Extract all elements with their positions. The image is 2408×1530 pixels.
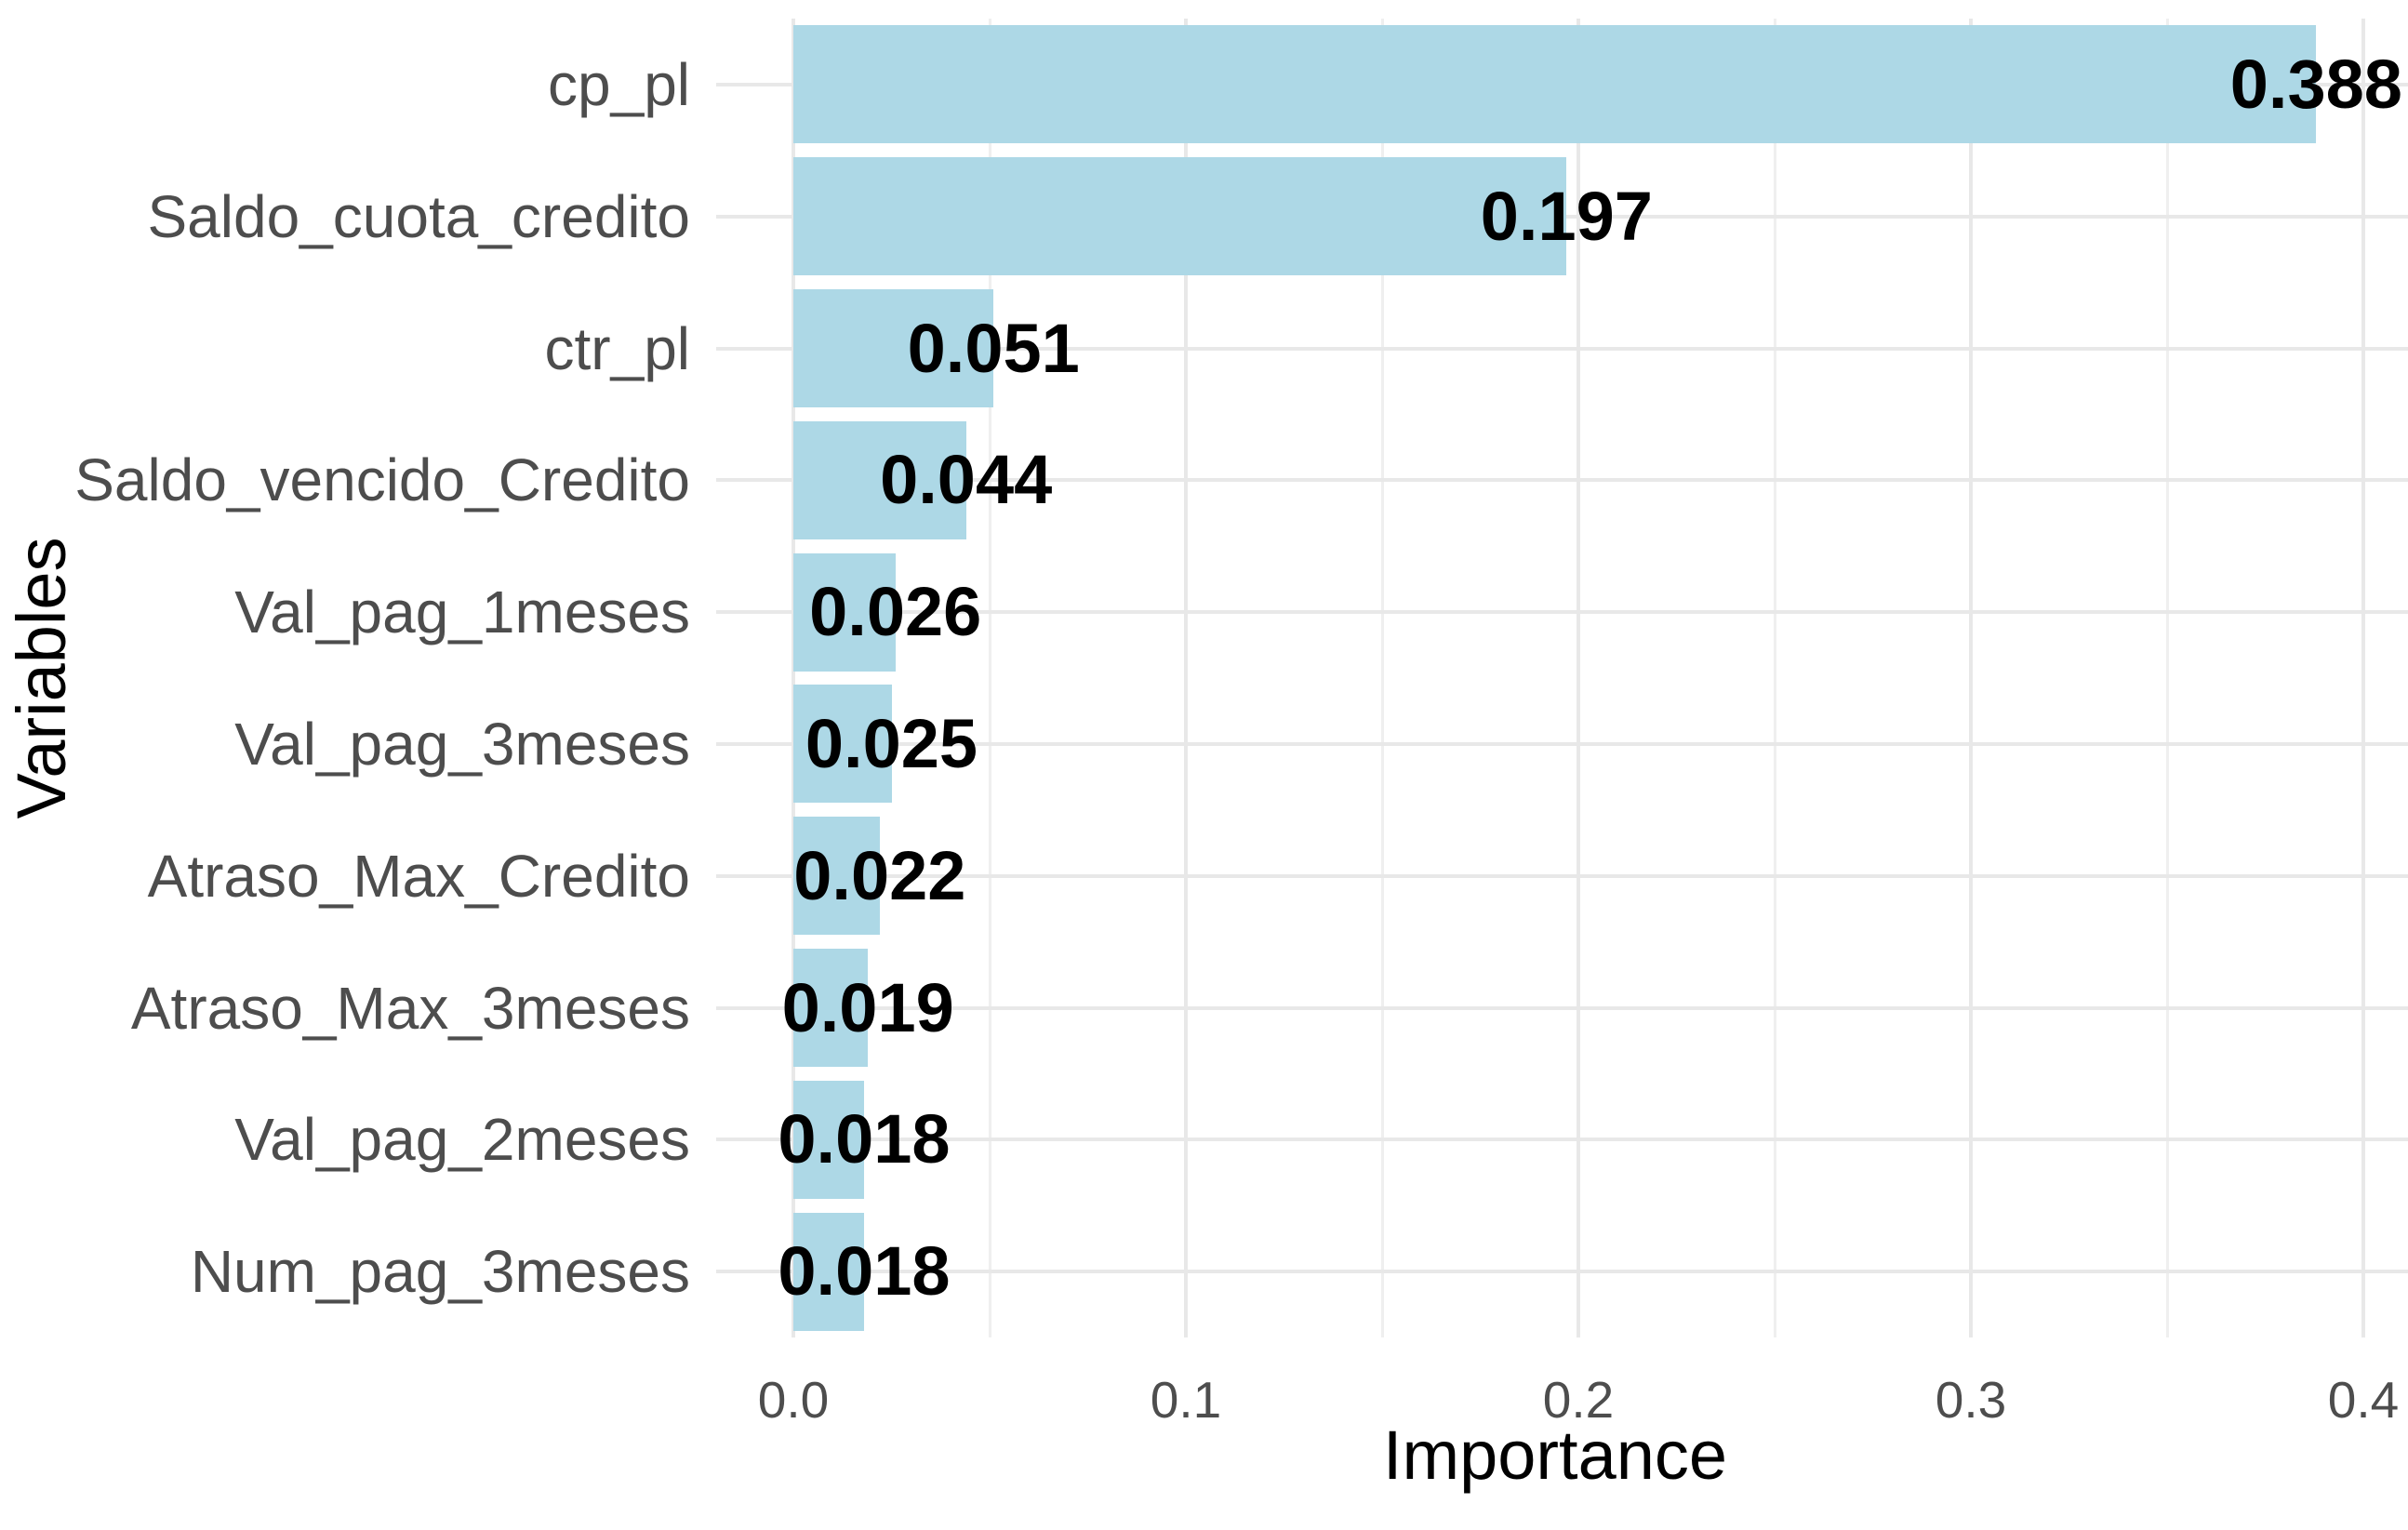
bar-value-label: 0.018 <box>778 1232 951 1310</box>
bar-value-label: 0.019 <box>781 968 954 1046</box>
bar <box>793 1212 864 1331</box>
gridline-x-minor <box>2165 19 2169 1337</box>
y-axis-label: cp_pl <box>548 50 690 118</box>
gridline-y-major <box>716 610 2408 615</box>
gridline-y-major <box>716 346 2408 351</box>
bar <box>793 817 880 936</box>
gridline-x-minor <box>1380 19 1384 1337</box>
y-axis-label: ctr_pl <box>544 314 691 382</box>
plot-panel: 0.388 0.197 0.051 0.044 0.026 0.025 0.022 0.019… <box>716 19 2408 1337</box>
bar <box>793 552 896 672</box>
y-axis-labels: cp_pl Saldo_cuota_credito ctr_pl Saldo_venc… <box>0 19 696 1337</box>
gridline-x-major <box>2361 19 2365 1337</box>
x-axis-tick-label: 0.3 <box>1935 1371 2007 1429</box>
y-axis-label: Saldo_cuota_credito <box>147 182 690 250</box>
gridline-y-major <box>716 478 2408 483</box>
gridline-x-major <box>1969 19 1973 1337</box>
gridline-x-major <box>1184 19 1188 1337</box>
y-axis-label: Val_pag_3meses <box>234 710 690 778</box>
bar-value-label: 0.022 <box>793 836 966 914</box>
y-axis-label: Atraso_Max_Credito <box>147 842 690 910</box>
gridline-x-major <box>792 19 795 1337</box>
bar-value-label: 0.025 <box>805 704 978 782</box>
gridline-y-major <box>716 741 2408 746</box>
gridline-y-major <box>716 1005 2408 1010</box>
x-axis-tick-label: 0.1 <box>1150 1371 1222 1429</box>
x-axis-tick-label: 0.0 <box>757 1371 830 1429</box>
gridline-y-major <box>716 873 2408 878</box>
bar <box>793 157 1567 276</box>
gridline-x-minor <box>1773 19 1776 1337</box>
x-axis-tick-label: 0.2 <box>1542 1371 1615 1429</box>
bar-value-label: 0.051 <box>907 309 1080 387</box>
bar <box>793 685 892 804</box>
gridline-x-major <box>1577 19 1580 1337</box>
gridline-y-major <box>716 1270 2408 1274</box>
bar-value-label: 0.197 <box>1480 177 1653 255</box>
y-axis-label: Val_pag_2meses <box>234 1106 690 1174</box>
bars-layer: 0.388 0.197 0.051 0.044 0.026 0.025 0.022 0.019… <box>716 19 2408 1337</box>
x-axis-title: Importance <box>1382 1417 1728 1494</box>
y-axis-label: Num_pag_3meses <box>190 1238 690 1306</box>
y-axis-label: Saldo_vencido_Credito <box>74 446 690 514</box>
bar-value-label: 0.388 <box>2229 45 2402 123</box>
bar <box>793 1080 864 1199</box>
bar-value-label: 0.026 <box>809 573 982 651</box>
bar <box>793 25 2317 144</box>
bar-value-label: 0.018 <box>778 1100 951 1178</box>
y-axis-label: Atraso_Max_3meses <box>130 974 690 1042</box>
bar <box>793 949 869 1067</box>
y-axis-label: Val_pag_1meses <box>234 579 690 646</box>
gridline-x-minor <box>988 19 991 1337</box>
gridline-y-major <box>716 1138 2408 1142</box>
bar-value-label: 0.044 <box>880 441 1053 519</box>
bar <box>793 289 994 407</box>
x-axis-tick-label: 0.4 <box>2327 1371 2400 1429</box>
bar <box>793 420 966 539</box>
